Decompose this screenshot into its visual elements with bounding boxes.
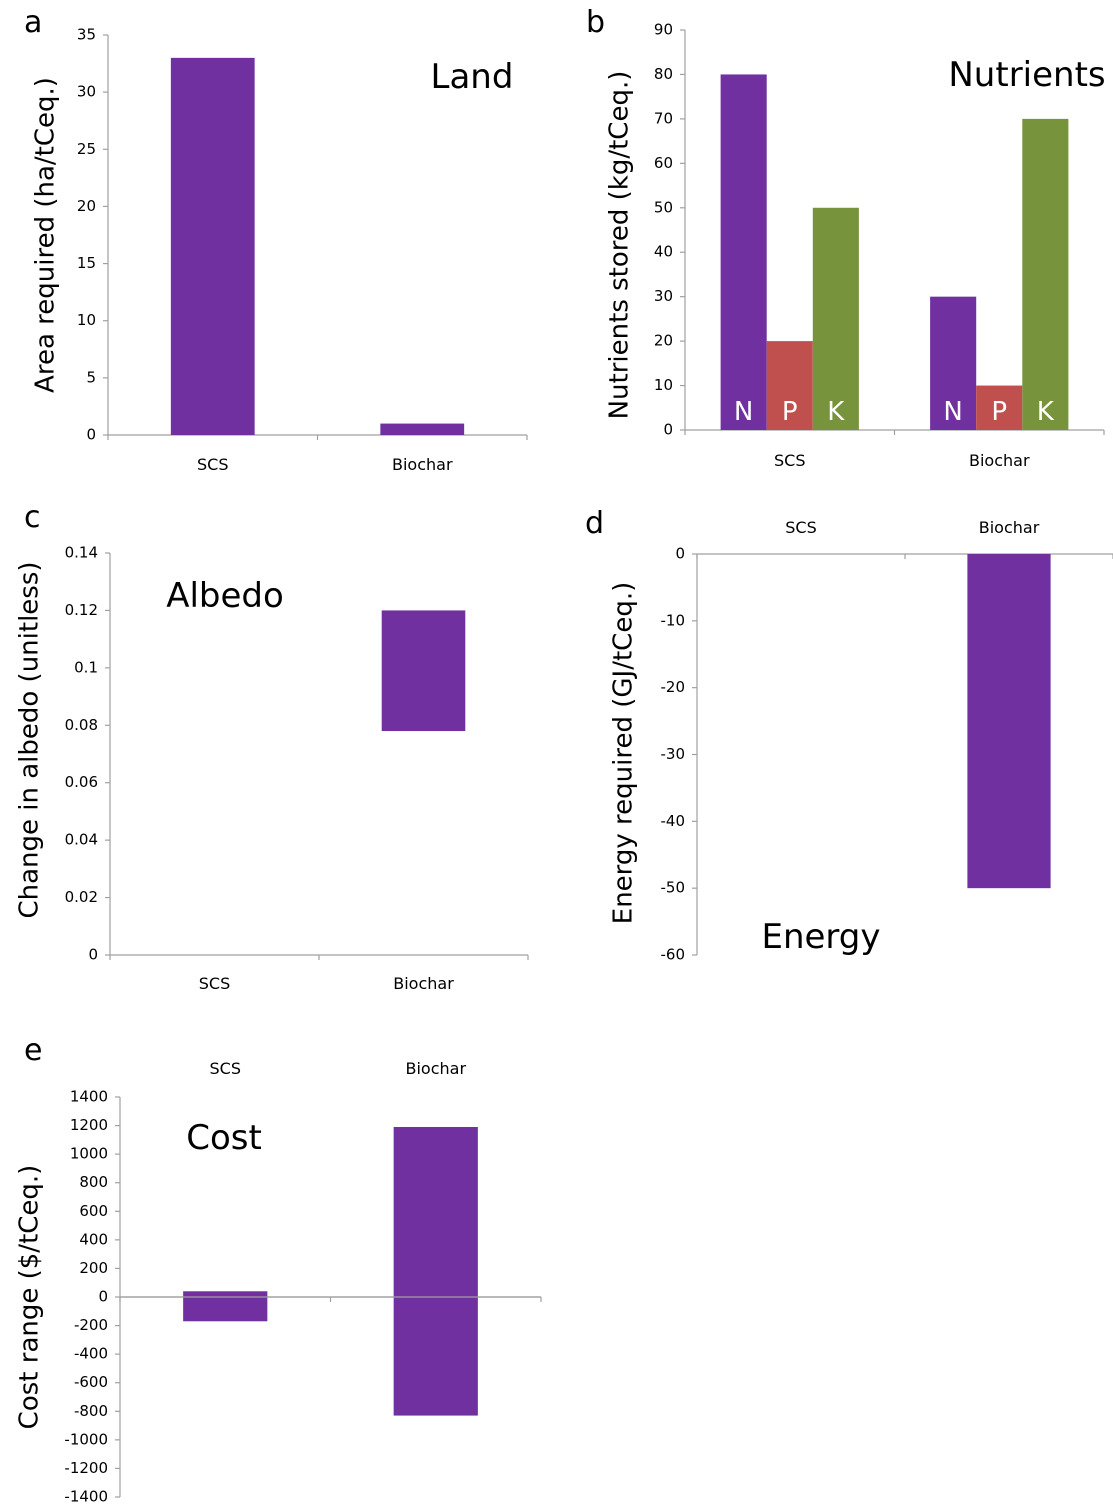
x-tick-label-biochar: Biochar [979,518,1040,537]
x-tick-label-biochar: Biochar [392,455,453,474]
y-tick-label: -40 [661,812,686,830]
chart-panel-a: a Land Area required (ha/tCeq.) 0 5 10 15 20 25 3… [24,5,528,474]
y-tick-label: -800 [74,1402,108,1420]
bar-label-k: K [1037,397,1055,427]
y-tick-label: 20 [77,197,96,215]
y-tick-label: 90 [654,21,673,39]
y-tick-label: 0.12 [65,601,98,619]
y-tick-label: 5 [86,368,96,386]
bar-b-n-biochar [930,296,977,430]
y-tick-label: 60 [654,154,673,172]
y-tick-label: 1200 [70,1116,108,1134]
y-axis-label-e: Cost range ($/tCeq.) [15,1165,45,1430]
bar-a-scs [170,57,255,435]
chart-panel-c: c Albedo Change in albedo (unitless) 0 0.02 0… [15,500,529,993]
y-tick-label: 10 [654,376,673,394]
y-tick-label: 0.04 [65,831,98,849]
bar-e-scs [183,1291,268,1322]
chart-title-a: Land [431,57,514,97]
y-tick-label: 0 [663,421,673,439]
y-tick-label: 35 [77,26,96,44]
chart-title-d: Energy [761,917,880,957]
y-tick-label: 0 [675,545,685,563]
y-tick-label: 0 [86,426,96,444]
y-tick-label: 25 [77,140,96,158]
y-tick-label: -60 [661,946,686,964]
panel-letter-d: d [585,506,604,541]
y-tick-label: 20 [654,332,673,350]
y-tick-label: -600 [74,1373,108,1391]
x-tick-label-scs: SCS [774,451,805,470]
chart-panel-d: d Energy Energy required (GJ/tCeq.) -60 -50 -… [585,506,1113,964]
bar-b-p-scs [766,341,813,430]
chart-title-e: Cost [186,1118,262,1158]
y-tick-label: 0.02 [65,888,98,906]
y-tick-label: -30 [661,745,686,763]
y-tick-label: 0.08 [65,716,98,734]
chart-panel-b: b Nutrients Nutrients stored (kg/tCeq.) 0 10… [586,5,1106,470]
x-tick-label-scs: SCS [210,1059,241,1078]
y-tick-label: 400 [79,1230,108,1248]
y-tick-label: 200 [79,1259,108,1277]
y-tick-label: 0.1 [74,658,98,676]
y-tick-label: 0.14 [65,544,98,562]
chart-panel-e: e Cost Cost range ($/tCeq.) -1400 -1200 -1000… [15,1033,542,1506]
bar-c-biochar [381,610,466,732]
bar-label-p: P [991,397,1007,427]
x-tick-label-biochar: Biochar [405,1059,466,1078]
y-tick-label: -20 [661,678,686,696]
panel-letter-c: c [24,500,41,535]
y-tick-label: 30 [77,83,96,101]
y-tick-label: 40 [654,243,673,261]
y-tick-label: 0.06 [65,773,98,791]
x-tick-label-scs: SCS [197,455,228,474]
x-tick-label-biochar: Biochar [969,451,1030,470]
y-tick-label: -400 [74,1345,108,1363]
y-tick-label: 0 [98,1288,108,1306]
bar-b-n-scs [720,74,767,430]
y-tick-label: 80 [654,65,673,83]
panel-letter-a: a [24,5,42,40]
x-tick-label-biochar: Biochar [393,974,454,993]
y-tick-label: 50 [654,198,673,216]
panel-letter-b: b [586,5,605,40]
bar-b-k-scs [812,207,859,430]
chart-title-b: Nutrients [948,55,1105,95]
bar-b-p-biochar [976,385,1023,430]
x-tick-label-scs: SCS [199,974,230,993]
bar-label-n: N [943,397,962,427]
y-tick-label: -1000 [64,1430,108,1448]
bar-label-k: K [827,397,845,427]
x-tick-label-scs: SCS [785,518,816,537]
y-tick-label: 15 [77,254,96,272]
panel-letter-e: e [24,1033,42,1068]
y-tick-label: -200 [74,1316,108,1334]
bar-b-k-biochar [1022,118,1069,430]
bar-e-biochar [393,1127,478,1416]
bar-d-biochar [967,554,1051,889]
y-tick-label: 30 [654,287,673,305]
y-tick-label: 600 [79,1202,108,1220]
y-axis-label-d: Energy required (GJ/tCeq.) [609,582,639,924]
y-tick-label: 0 [88,946,98,964]
y-axis-label-a: Area required (ha/tCeq.) [31,77,61,393]
y-tick-label: -1400 [64,1488,108,1506]
y-tick-label: -1200 [64,1459,108,1477]
y-tick-label: 1400 [70,1088,108,1106]
y-tick-label: 70 [654,109,673,127]
bar-a-biochar [380,423,465,435]
y-tick-label: 1000 [70,1145,108,1163]
y-tick-label: 10 [77,311,96,329]
y-axis-label-c: Change in albedo (unitless) [15,561,45,918]
chart-title-c: Albedo [166,576,284,616]
y-tick-label: -50 [661,879,686,897]
y-axis-label-b: Nutrients stored (kg/tCeq.) [605,71,635,420]
bar-label-p: P [782,397,798,427]
bar-label-n: N [734,397,753,427]
y-tick-label: 800 [79,1173,108,1191]
y-tick-label: -10 [661,611,686,629]
